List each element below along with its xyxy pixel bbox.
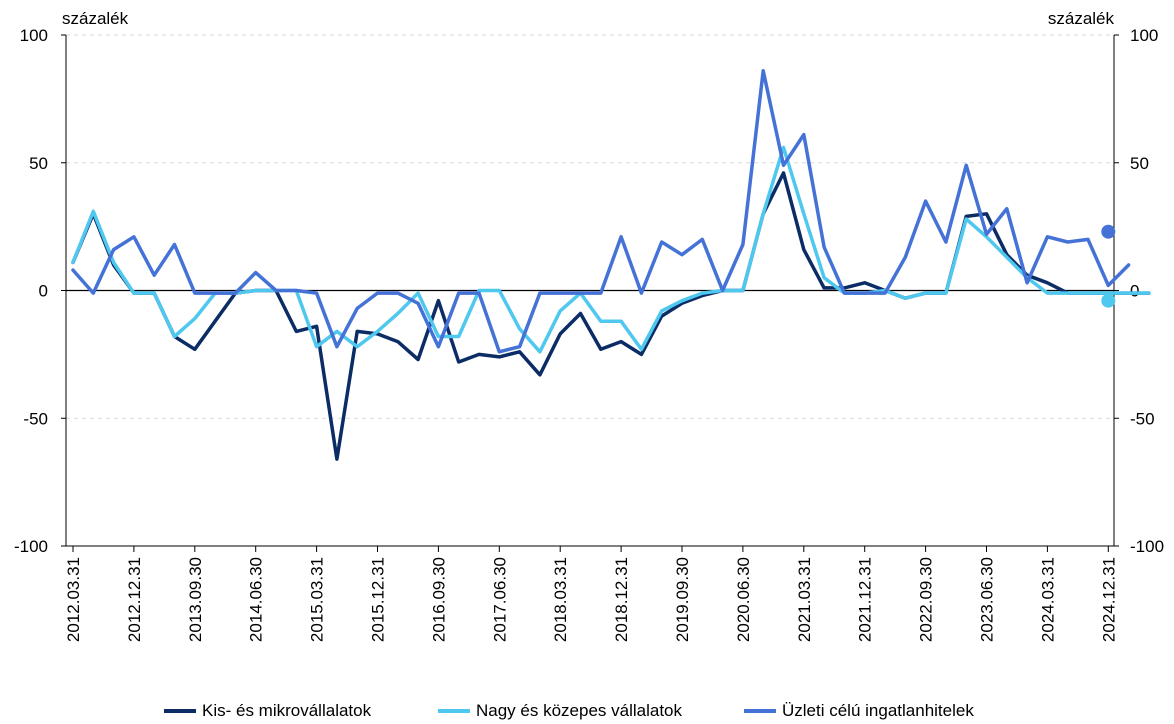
y-tick-label-right: -50 [1130,409,1155,428]
end-marker-1 [1101,224,1116,239]
x-tick-label: 2013.09.30 [186,557,205,642]
end-markers [1101,224,1116,308]
legend-label-uzleti-ingatlan: Üzleti célú ingatlanhitelek [782,701,974,720]
x-tick-label: 2020.06.30 [734,557,753,642]
legend-item-kis-mikro: Kis- és mikrovállalatok [164,698,371,724]
x-tick-label: 2015.12.31 [369,557,388,642]
series-lines [71,69,1151,461]
series-line-3 [71,69,1131,354]
x-tick-label: 2022.09.30 [917,557,936,642]
y-tick-label-right: -100 [1130,537,1164,556]
legend-swatch-kis-mikro [164,709,196,713]
x-tick-label: 2012.12.31 [125,557,144,642]
x-tick-label: 2017.06.30 [490,557,509,642]
x-axis-ticks: 2012.03.31 2012.12.31 2013.09.30 2014.06.30… [64,546,1118,642]
y-tick-label-left: 50 [29,154,48,173]
y-tick-label-left: 0 [39,282,48,301]
x-tick-label: 2019.09.30 [673,557,692,642]
legend-label-kis-mikro: Kis- és mikrovállalatok [202,701,372,720]
x-tick-label: 2024.12.31 [1099,557,1118,642]
y-axis-left-unit: százalék [62,9,129,28]
y-tick-label-left: 100 [20,26,48,45]
x-tick-label: 2021.12.31 [856,557,875,642]
legend-swatch-uzleti-ingatlan [744,709,776,713]
y-axis-right-ticks: 100 50 0 -50 -100 [1130,26,1164,556]
y-tick-label-right: 50 [1130,154,1149,173]
axes [61,34,1119,547]
legend: Kis- és mikrovállalatok Nagy és közepes … [0,698,1174,724]
series-line-1 [71,171,1151,461]
y-axis-right-unit: százalék [1048,9,1115,28]
legend-item-nagy-kozepes: Nagy és közepes vállalatok [438,698,682,724]
legend-item-uzleti-ingatlan: Üzleti célú ingatlanhitelek [744,698,974,724]
x-tick-label: 2018.12.31 [612,557,631,642]
y-tick-label-left: -50 [23,409,48,428]
x-tick-label: 2012.03.31 [64,557,83,642]
x-tick-label: 2018.03.31 [551,557,570,642]
x-tick-label: 2021.03.31 [795,557,814,642]
series-line-2 [71,145,1151,354]
legend-label-nagy-kozepes: Nagy és közepes vállalatok [476,701,683,720]
x-tick-label: 2015.03.31 [308,557,327,642]
y-tick-label-right: 100 [1130,26,1158,45]
y-tick-label-left: -100 [14,537,48,556]
y-tick-label-right: 0 [1130,282,1139,301]
y-axis-left-ticks: 100 50 0 -50 -100 [14,26,48,556]
legend-swatch-nagy-kozepes [438,709,470,713]
x-tick-label: 2024.03.31 [1038,557,1057,642]
end-marker-2 [1101,293,1116,308]
x-tick-label: 2023.06.30 [978,557,997,642]
x-tick-label: 2016.09.30 [429,557,448,642]
x-tick-label: 2014.06.30 [247,557,266,642]
